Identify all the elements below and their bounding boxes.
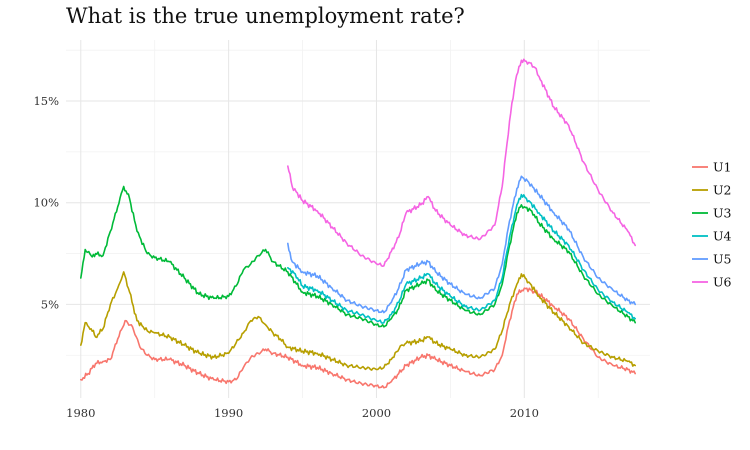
x-tick-label: 2000 [362, 406, 391, 420]
series-line-u2 [80, 271, 636, 371]
series-line-u6 [287, 58, 636, 267]
y-tick-label: 10% [33, 196, 59, 210]
legend-label: U3 [713, 206, 732, 221]
series-line-u3 [80, 185, 636, 328]
series-line-u4 [287, 193, 636, 324]
x-tick-label: 2010 [510, 406, 539, 420]
chart-title: What is the true unemployment rate? [66, 4, 465, 28]
x-axis-ticks: 1980 1990 2000 2010 [66, 406, 539, 420]
legend-label: U4 [713, 229, 732, 244]
legend: U1 U2 U3 U4 U5 U6 [692, 160, 732, 290]
series-line-u5 [287, 175, 636, 314]
x-tick-label: 1990 [214, 406, 243, 420]
y-tick-label: 5% [41, 297, 59, 311]
series-line-u1 [80, 287, 636, 389]
legend-label: U5 [713, 252, 732, 267]
legend-label: U1 [713, 160, 732, 175]
y-tick-label: 15% [33, 94, 59, 108]
legend-label: U2 [713, 183, 732, 198]
grid-lines [66, 40, 650, 398]
legend-label: U6 [713, 275, 732, 290]
x-tick-label: 1980 [66, 406, 95, 420]
y-axis-ticks: 5% 10% 15% [33, 94, 59, 311]
series-lines [80, 58, 636, 389]
